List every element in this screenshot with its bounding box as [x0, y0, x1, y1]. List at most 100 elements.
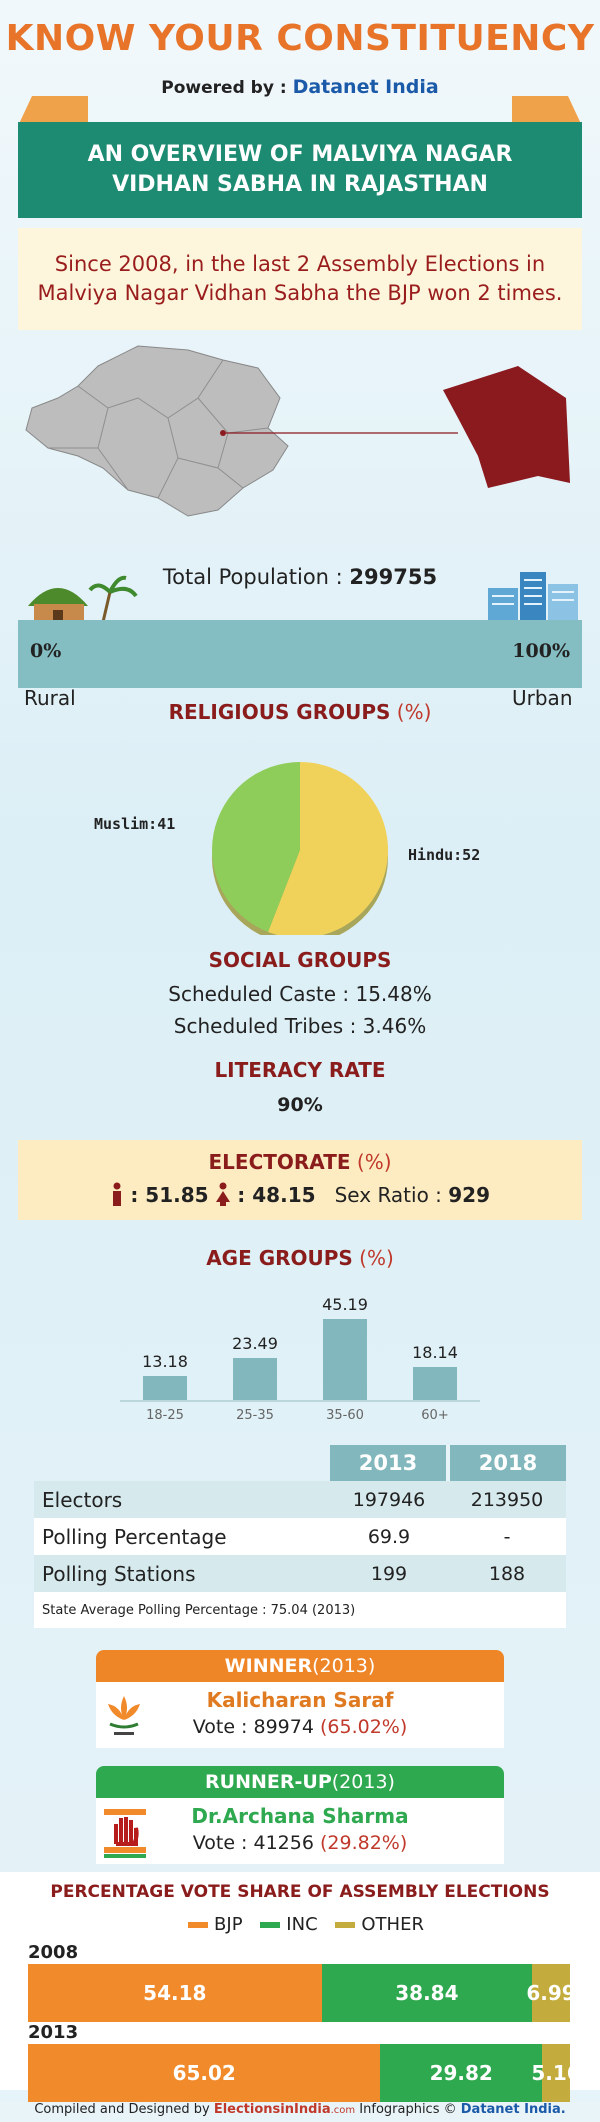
age-value-label: 13.18	[142, 1352, 188, 1372]
polling-table-wrap: 2013 2018 Electors 197946 213950 Polling…	[34, 1445, 566, 1628]
literacy-value: 90%	[277, 1094, 323, 1116]
footer: Compiled and Designed by ElectionsinIndi…	[0, 2102, 600, 2122]
female-pct: : 48.15	[237, 1183, 316, 1207]
banner-line-1: AN OVERVIEW OF MALVIYA NAGAR	[87, 142, 513, 168]
age-category-label: 25-35	[236, 1408, 274, 1423]
rural-hut-icon	[28, 575, 138, 623]
inc-hand-icon	[104, 1804, 146, 1858]
datanet-brand: Datanet India	[292, 76, 439, 98]
vote-share-bar-2013: 65.02 29.82 5.16	[28, 2044, 581, 2102]
row-label: Polling Stations	[42, 1561, 196, 1586]
social-heading: SOCIAL GROUPS	[208, 948, 392, 972]
cell-2018: -	[503, 1525, 511, 1548]
table-row: Polling Percentage 69.9 -	[34, 1518, 566, 1555]
cell-2018: 188	[488, 1562, 526, 1585]
table-row: Electors 197946 213950	[34, 1481, 566, 1518]
male-pct: : 51.85	[130, 1183, 209, 1207]
age-category-label: 35-60	[326, 1408, 364, 1423]
urban-pct: 100%	[512, 640, 570, 662]
literacy-heading: LITERACY RATE	[214, 1058, 386, 1082]
religious-heading: RELIGIOUS GROUPS (%)	[0, 700, 600, 724]
pie-slice-hindu	[268, 762, 388, 935]
year-2018-header: 2018	[448, 1445, 566, 1481]
religious-heading-text: RELIGIOUS GROUPS	[168, 700, 391, 724]
age-pct-unit: (%)	[352, 1246, 394, 1270]
cell-2013: 199	[370, 1562, 408, 1585]
year-label-2008: 2008	[28, 1942, 79, 1963]
muslim-label: Muslim:41	[94, 815, 176, 833]
electorate-box: ELECTORATE (%) : 51.85 : 48.15 Sex Ratio…	[18, 1140, 582, 1220]
year-label-2013: 2013	[28, 2022, 79, 2043]
scheduled-tribes: Scheduled Tribes : 3.46%	[173, 1014, 427, 1038]
age-bar-chart: 13.18 18-25 23.49 25-35 45.19 35-60 18.14 60+	[120, 1282, 480, 1423]
banner-line-2: VIDHAN SABHA IN RAJASTHAN	[112, 172, 488, 197]
footer-brand: Datanet India.	[460, 2102, 566, 2117]
runner-vote-pct: (29.82%)	[319, 1832, 408, 1854]
winner-header: WINNER (2013)	[96, 1650, 504, 1682]
pie-slice-muslim	[211, 762, 300, 932]
runner-vote-count: Vote : 41256	[192, 1832, 320, 1854]
age-category-label: 18-25	[146, 1408, 184, 1423]
sex-ratio-label: Sex Ratio :	[334, 1183, 449, 1207]
election-summary: Since 2008, in the last 2 Assembly Elect…	[18, 228, 582, 330]
legend-swatch-inc	[260, 1922, 281, 1928]
winner-year: (2013)	[312, 1655, 376, 1677]
total-population: Total Population : 299755	[0, 565, 600, 589]
overview-banner: AN OVERVIEW OF MALVIYA NAGAR VIDHAN SABH…	[18, 122, 582, 218]
hindu-label: Hindu:52	[408, 846, 481, 864]
female-icon	[215, 1182, 230, 1206]
runner-up-header: RUNNER-UP (2013)	[96, 1766, 504, 1798]
cell-2018: 213950	[470, 1488, 544, 1511]
rural-label: Rural	[24, 686, 76, 710]
winner-card: Kalicharan Saraf Vote : 89974 (65.02%)	[96, 1682, 504, 1748]
footer-site: ElectionsinIndia	[213, 2102, 331, 2117]
religious-pct-unit: (%)	[390, 700, 432, 724]
footer-infographics: Infographics ©	[355, 2102, 461, 2117]
cell-2013: 197946	[352, 1488, 426, 1511]
footer-site-suffix: .com	[330, 2105, 356, 2116]
age-axis	[120, 1400, 480, 1402]
table-row: Polling Stations 199 188	[34, 1555, 566, 1592]
population-label: Total Population :	[162, 565, 350, 589]
rural-pct: 0%	[30, 640, 62, 662]
constituency-shape	[443, 366, 570, 488]
age-value-label: 45.19	[322, 1294, 368, 1314]
electorate-values: : 51.85 : 48.15 Sex Ratio : 929	[18, 1182, 582, 1207]
powered-prefix: Powered by :	[161, 78, 293, 98]
religion-pie-chart	[211, 762, 388, 935]
runner-up-card: Dr.Archana Sharma Vote : 41256 (29.82%)	[96, 1798, 504, 1864]
vote-share-segment-inc: 29.82	[380, 2044, 543, 2102]
year-2013-header: 2013	[330, 1445, 450, 1481]
powered-by: Powered by : Datanet India	[0, 76, 600, 98]
urban-buildings-icon	[488, 572, 578, 624]
age-heading: AGE GROUPS (%)	[0, 1246, 600, 1270]
winner-vote-pct: (65.02%)	[319, 1716, 408, 1738]
runner-up-vote: Vote : 41256 (29.82%)	[96, 1832, 504, 1854]
sex-ratio-value: 929	[448, 1183, 491, 1207]
vote-share-segment-bjp: 65.02	[28, 2044, 381, 2102]
urban-label: Urban	[512, 686, 573, 710]
row-label: Electors	[42, 1487, 123, 1512]
legend-inc: INC	[286, 1914, 318, 1935]
legend-other: OTHER	[361, 1914, 424, 1935]
runner-heading: RUNNER-UP	[205, 1771, 332, 1793]
state-outline	[25, 345, 289, 517]
electorate-heading: ELECTORATE (%)	[18, 1150, 582, 1174]
runner-year: (2013)	[331, 1771, 395, 1793]
age-bar-18-25	[143, 1376, 187, 1400]
vote-share-bar-2008: 54.18 38.84 6.99	[28, 1964, 576, 2022]
vote-share-legend: BJP INC OTHER	[0, 1914, 600, 1935]
row-label: Polling Percentage	[42, 1524, 227, 1549]
age-category-label: 60+	[421, 1408, 449, 1423]
vote-share-segment-bjp: 54.18	[28, 1964, 322, 2022]
winner-heading: WINNER	[224, 1655, 313, 1677]
vote-share-heading: PERCENTAGE VOTE SHARE OF ASSEMBLY ELECTI…	[50, 1882, 550, 1902]
legend-bjp: BJP	[214, 1914, 243, 1935]
legend-swatch-bjp	[188, 1922, 209, 1928]
scheduled-caste: Scheduled Caste : 15.48%	[168, 982, 432, 1006]
age-bar-35-60	[323, 1318, 367, 1400]
electorate-heading-text: ELECTORATE	[208, 1150, 351, 1174]
population-value: 299755	[349, 565, 438, 589]
footer-compiled: Compiled and Designed by	[34, 2102, 214, 2117]
age-bar-60+	[413, 1367, 457, 1400]
